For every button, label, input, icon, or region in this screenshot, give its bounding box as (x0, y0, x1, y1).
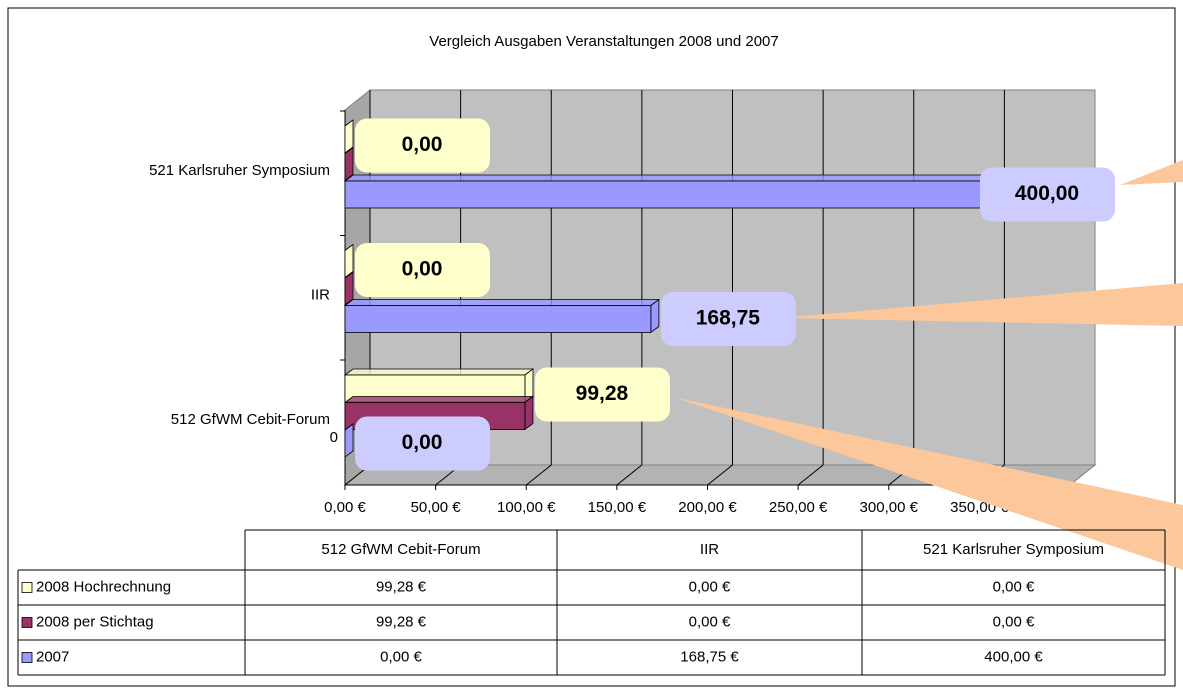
table-cell: 168,75 € (680, 648, 739, 665)
legend-swatch (21, 582, 33, 593)
data-label: 400,00 (1015, 182, 1079, 205)
callout-box (534, 367, 670, 422)
table-cell: 0,00 € (689, 613, 731, 630)
legend-swatch (21, 617, 33, 628)
data-label: 0,00 (402, 258, 443, 281)
annotation: 0 (330, 429, 338, 446)
table-cell: 0,00 € (380, 648, 422, 665)
y-tick-label: 521 Karlsruher Symposium (149, 162, 330, 179)
legend-label: 2008 Hochrechnung (36, 578, 171, 595)
table-header: IIR (700, 541, 719, 558)
x-tick-label: 250,00 € (769, 499, 828, 516)
table-cell: 99,28 € (376, 578, 427, 595)
table-cell: 0,00 € (689, 578, 731, 595)
bar-top (343, 174, 1080, 182)
bar-end (344, 271, 354, 306)
callout-box (980, 167, 1115, 222)
legend-swatch (21, 652, 33, 663)
bar-top (343, 368, 535, 376)
table-cell: 400,00 € (984, 648, 1043, 665)
floor-grid-line (797, 464, 824, 486)
legend-label: 2008 per Stichtag (36, 613, 154, 630)
data-label: 0,00 (402, 133, 443, 156)
bar (344, 305, 652, 333)
callout-box (660, 292, 796, 346)
table-cell: 0,00 € (993, 613, 1035, 630)
legend-label: 2007 (36, 648, 69, 665)
table-cell: 99,28 € (376, 613, 427, 630)
table-header: 512 GfWM Cebit-Forum (321, 541, 480, 558)
floor-grid-line (525, 464, 552, 486)
data-label: 168,75 (696, 307, 761, 330)
callout-box (355, 243, 490, 297)
y-tick-label: IIR (311, 286, 330, 303)
bar-end (344, 146, 354, 182)
callout-box (355, 118, 490, 173)
x-tick-label: 300,00 € (860, 499, 919, 516)
bar-end (344, 243, 354, 279)
x-tick-label: 200,00 € (678, 499, 737, 516)
x-tick-label: 150,00 € (588, 499, 647, 516)
y-tick-label: 512 GfWM Cebit-Forum (171, 411, 330, 428)
callout-box (355, 416, 490, 471)
bar-end (650, 298, 660, 334)
bar (344, 180, 1071, 209)
x-tick-label: 0,00 € (324, 499, 366, 516)
bar-top (343, 299, 661, 306)
floor-grid-line (707, 464, 733, 486)
floor-grid-line (616, 464, 643, 486)
table-header: 521 Karlsruher Symposium (923, 541, 1104, 558)
x-tick-label: 100,00 € (497, 499, 556, 516)
x-tick-label: 50,00 € (411, 499, 462, 516)
callout-leader (1120, 160, 1183, 185)
chart-title: Vergleich Ausgaben Veranstaltungen 2008 … (429, 33, 778, 50)
bar-end (344, 423, 354, 458)
callout-leader (780, 283, 1183, 326)
bar-end (524, 395, 534, 431)
bar-top (343, 396, 535, 403)
table-cell: 0,00 € (993, 578, 1035, 595)
data-label: 99,28 (576, 382, 629, 405)
callout-leader (675, 397, 1183, 570)
data-label: 0,00 (402, 431, 443, 454)
